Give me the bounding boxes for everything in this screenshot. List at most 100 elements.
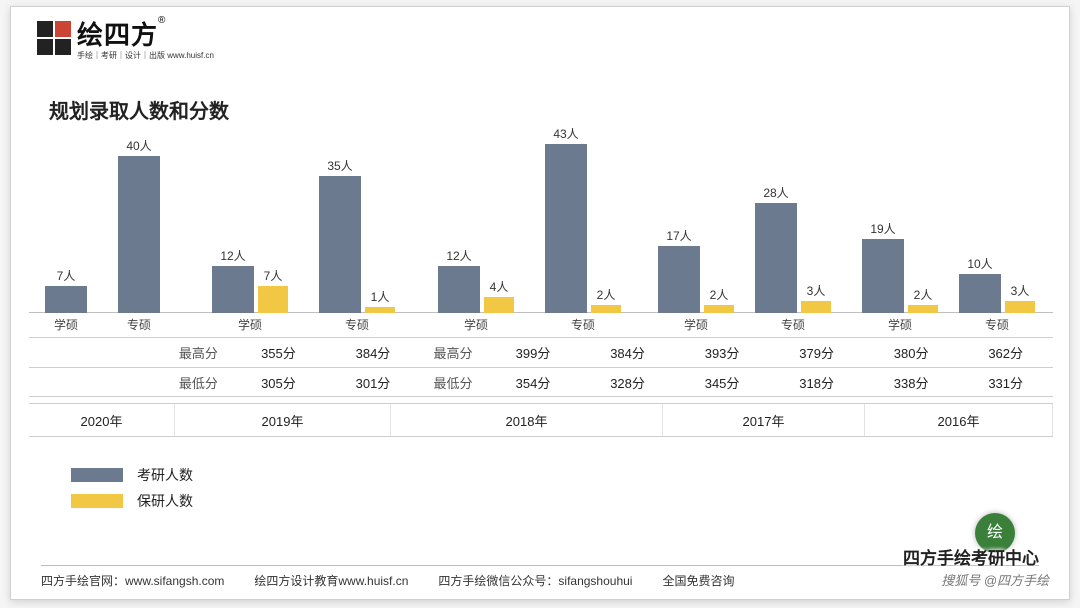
footer: 四方手绘官网：www.sifangsh.com 绘四方设计教育www.huisf.…: [41, 565, 1039, 589]
year-cell: 2016年: [865, 404, 1053, 436]
score-cell: 338分: [864, 373, 959, 392]
category-label: 学硕: [205, 316, 295, 333]
score-cell: 331分: [958, 373, 1053, 392]
legend-label: 考研人数: [137, 465, 193, 485]
footer-text: 四方手绘微信公众号：sifangshouhui: [438, 572, 632, 589]
logo-text: 绘四方: [77, 20, 158, 50]
secondary-bar: 3人: [1005, 301, 1035, 313]
bar-group: 43人 2人专硕: [535, 117, 631, 337]
row-header: 最高分: [166, 343, 232, 362]
table-row: 最低分305分301分最低分354分328分345分318分338分331分: [29, 367, 1053, 397]
registered-icon: ®: [158, 15, 165, 26]
bar-group: 17人 2人学硕: [651, 117, 741, 337]
bar-group: 10人 3人专硕: [949, 117, 1045, 337]
bar-chart: 7人学硕40人专硕12人7人学硕35人1人专硕12人4人学硕43人2人专硕17人…: [29, 117, 1053, 337]
score-cell: 384分: [326, 343, 421, 362]
legend-swatch-icon: [71, 494, 123, 508]
score-cell: 305分: [231, 373, 326, 392]
primary-bar: 28人: [755, 203, 797, 313]
bar-label: 28人: [763, 184, 788, 201]
bar-group: 19人2人学硕: [855, 117, 945, 337]
footer-text: 全国免费咨询: [662, 572, 734, 589]
bar-label: 7人: [264, 267, 283, 284]
secondary-bar: 4人: [484, 297, 514, 313]
secondary-bar: 7人: [258, 286, 288, 313]
bar-label: 2人: [597, 286, 616, 303]
category-label: 专硕: [745, 316, 841, 333]
category-label: 专硕: [535, 316, 631, 333]
year-cell: 2020年: [29, 404, 175, 436]
watermark-sub: 搜狐号 @四方手绘: [941, 570, 1049, 589]
bar-group: 12人7人学硕: [205, 117, 295, 337]
score-cell: 380分: [864, 343, 959, 362]
row-header: 最低分: [166, 373, 232, 392]
score-table: 最高分355分384分最高分399分384分393分379分380分362分最低…: [29, 337, 1053, 397]
bar-label: 17人: [666, 227, 691, 244]
score-cell: 301分: [326, 373, 421, 392]
secondary-bar: 1人: [365, 307, 395, 313]
score-cell: 354分: [486, 373, 581, 392]
category-label: 学硕: [33, 316, 99, 333]
score-cell: 362分: [958, 343, 1053, 362]
primary-bar: 12人: [438, 266, 480, 313]
bar-label: 2人: [914, 286, 933, 303]
bar-label: 3人: [807, 282, 826, 299]
primary-bar: 35人: [319, 176, 361, 313]
category-label: 专硕: [949, 316, 1045, 333]
primary-bar: 40人: [118, 156, 160, 313]
bar-label: 10人: [967, 255, 992, 272]
row-header: 最高分: [420, 343, 486, 362]
score-cell: 328分: [580, 373, 675, 392]
bar-label: 3人: [1011, 282, 1030, 299]
score-cell: 379分: [769, 343, 864, 362]
footer-text: 绘四方设计教育www.huisf.cn: [254, 572, 408, 589]
bar-label: 7人: [57, 267, 76, 284]
year-row: 2020年2019年2018年2017年2016年: [29, 403, 1053, 437]
score-cell: 384分: [580, 343, 675, 362]
score-cell: 399分: [486, 343, 581, 362]
score-cell: 355分: [231, 343, 326, 362]
watermark-text: 四方手绘考研中心: [903, 544, 1039, 569]
bar-label: 43人: [553, 125, 578, 142]
legend-swatch-icon: [71, 468, 123, 482]
card: 绘四方® 手绘｜考研｜设计｜出版 www.huisf.cn 规划录取人数和分数 …: [10, 6, 1070, 600]
year-cell: 2019年: [175, 404, 391, 436]
primary-bar: 17人: [658, 246, 700, 313]
primary-bar: 10人: [959, 274, 1001, 313]
row-header: 最低分: [420, 373, 486, 392]
category-label: 学硕: [651, 316, 741, 333]
category-label: 学硕: [431, 316, 521, 333]
category-label: 专硕: [309, 316, 405, 333]
secondary-bar: 2人: [704, 305, 734, 313]
secondary-bar: 3人: [801, 301, 831, 313]
bar-label: 12人: [220, 247, 245, 264]
bar-label: 19人: [870, 220, 895, 237]
bar-group: 12人4人学硕: [431, 117, 521, 337]
footer-text: 四方手绘官网：www.sifangsh.com: [41, 572, 224, 589]
primary-bar: 43人: [545, 144, 587, 313]
category-label: 专硕: [103, 316, 175, 333]
bar-label: 40人: [126, 137, 151, 154]
secondary-bar: 2人: [591, 305, 621, 313]
table-row: 最高分355分384分最高分399分384分393分379分380分362分: [29, 337, 1053, 367]
bar-label: 4人: [490, 278, 509, 295]
legend-label: 保研人数: [137, 491, 193, 511]
primary-bar: 19人: [862, 239, 904, 313]
bar-label: 1人: [371, 288, 390, 305]
bar-label: 35人: [327, 157, 352, 174]
score-cell: 318分: [769, 373, 864, 392]
year-cell: 2018年: [391, 404, 663, 436]
bar-group: 28人 3人专硕: [745, 117, 841, 337]
year-cell: 2017年: [663, 404, 865, 436]
logo-subtext: 手绘｜考研｜设计｜出版 www.huisf.cn: [77, 50, 214, 61]
primary-bar: 7人: [45, 286, 87, 313]
bar-group: 7人学硕: [33, 117, 99, 337]
legend-item: 考研人数: [71, 465, 193, 485]
primary-bar: 12人: [212, 266, 254, 313]
bar-label: 12人: [446, 247, 471, 264]
secondary-bar: 2人: [908, 305, 938, 313]
logo-mark-icon: [37, 21, 71, 55]
legend-item: 保研人数: [71, 491, 193, 511]
bar-group: 35人 1人专硕: [309, 117, 405, 337]
brand-logo: 绘四方® 手绘｜考研｜设计｜出版 www.huisf.cn: [37, 15, 214, 61]
